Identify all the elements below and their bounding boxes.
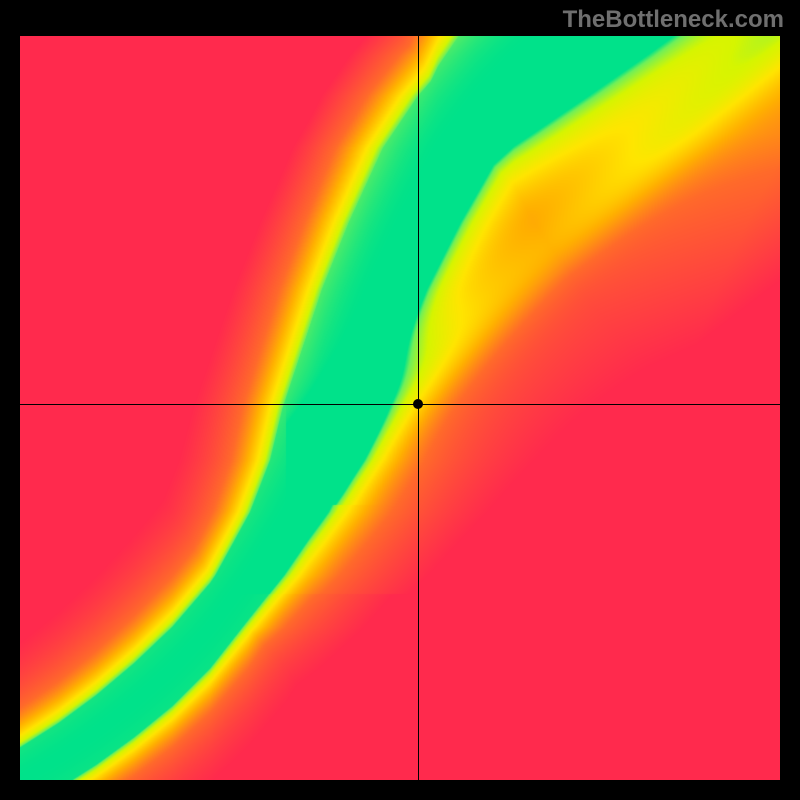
root-container: { "watermark": { "text": "TheBottleneck.…: [0, 0, 800, 800]
watermark-text: TheBottleneck.com: [563, 6, 784, 34]
heatmap-canvas: [20, 36, 780, 780]
bottleneck-heatmap: [20, 36, 780, 780]
